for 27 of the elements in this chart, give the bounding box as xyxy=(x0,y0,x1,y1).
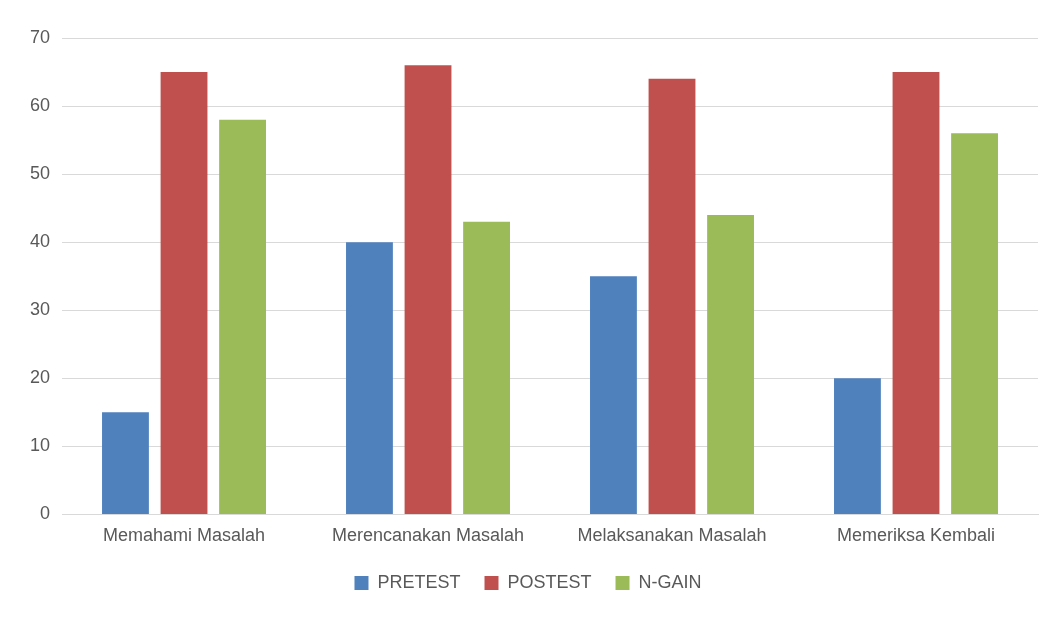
legend-label: N-GAIN xyxy=(638,571,702,592)
y-tick-label: 50 xyxy=(29,163,51,184)
bar xyxy=(219,119,266,514)
y-tick-label: 20 xyxy=(29,367,51,388)
bar xyxy=(951,133,998,514)
bar xyxy=(346,242,393,514)
x-tick-label: Merencanakan Masalah xyxy=(331,525,525,546)
legend-label: POSTEST xyxy=(507,571,592,592)
bar xyxy=(834,378,881,514)
bar xyxy=(892,72,940,514)
y-tick-label: 40 xyxy=(29,231,51,252)
legend-label: PRETEST xyxy=(377,571,461,592)
bar xyxy=(102,412,149,514)
bar xyxy=(160,72,208,514)
bar xyxy=(648,78,696,514)
x-tick-label: Memahami Masalah xyxy=(102,525,266,546)
bar xyxy=(707,214,754,514)
y-tick-label: 10 xyxy=(29,435,51,456)
x-tick-label: Memeriksa Kembali xyxy=(836,525,996,546)
x-tick-label: Melaksanakan Masalah xyxy=(577,525,767,546)
bar xyxy=(590,276,637,514)
y-tick-label: 30 xyxy=(29,299,51,320)
bar xyxy=(404,65,452,514)
bar xyxy=(463,221,510,514)
y-tick-label: 60 xyxy=(29,95,51,116)
y-tick-label: 70 xyxy=(29,26,51,47)
y-tick-label: 0 xyxy=(40,503,51,524)
